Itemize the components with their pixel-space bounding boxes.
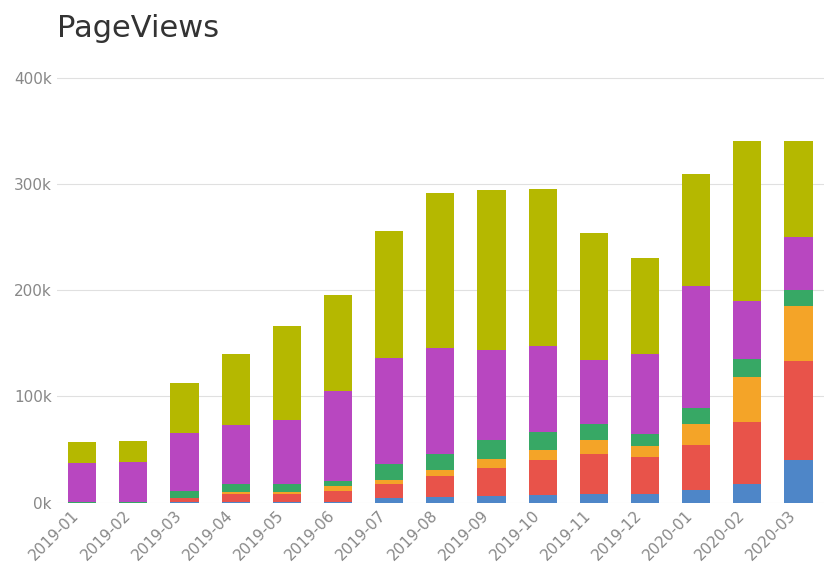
Bar — [682, 286, 711, 408]
Text: PageViews: PageViews — [57, 14, 219, 43]
Bar — [784, 306, 813, 361]
Bar — [375, 464, 403, 481]
Bar — [580, 233, 608, 360]
Bar — [427, 454, 454, 470]
Bar — [324, 481, 352, 486]
Bar — [68, 501, 96, 503]
Bar — [733, 359, 762, 377]
Bar — [273, 501, 301, 503]
Bar — [733, 484, 762, 503]
Bar — [221, 354, 250, 425]
Bar — [119, 462, 147, 501]
Bar — [273, 494, 301, 501]
Bar — [478, 459, 505, 468]
Bar — [580, 454, 608, 494]
Bar — [427, 347, 454, 454]
Bar — [119, 501, 147, 503]
Bar — [324, 486, 352, 491]
Bar — [784, 361, 813, 460]
Bar — [170, 501, 199, 503]
Bar — [324, 391, 352, 481]
Bar — [529, 347, 556, 432]
Bar — [170, 433, 199, 491]
Bar — [221, 494, 250, 501]
Bar — [478, 496, 505, 503]
Bar — [324, 295, 352, 391]
Bar — [68, 442, 96, 463]
Bar — [784, 141, 813, 237]
Bar — [733, 141, 762, 301]
Bar — [427, 476, 454, 497]
Bar — [529, 460, 556, 495]
Bar — [682, 445, 711, 490]
Bar — [682, 490, 711, 503]
Bar — [784, 290, 813, 306]
Bar — [375, 481, 403, 484]
Bar — [682, 174, 711, 286]
Bar — [580, 360, 608, 424]
Bar — [733, 377, 762, 422]
Bar — [324, 491, 352, 501]
Bar — [529, 449, 556, 460]
Bar — [631, 447, 660, 457]
Bar — [170, 383, 199, 433]
Bar — [733, 422, 762, 484]
Bar — [784, 237, 813, 290]
Bar — [375, 358, 403, 464]
Bar — [631, 354, 660, 434]
Bar — [375, 499, 403, 503]
Bar — [682, 424, 711, 445]
Bar — [273, 420, 301, 484]
Bar — [324, 501, 352, 503]
Bar — [221, 425, 250, 484]
Bar — [273, 492, 301, 494]
Bar — [631, 494, 660, 503]
Bar — [529, 189, 556, 347]
Bar — [580, 440, 608, 454]
Bar — [170, 491, 199, 499]
Bar — [375, 231, 403, 358]
Bar — [631, 434, 660, 447]
Bar — [478, 440, 505, 459]
Bar — [221, 501, 250, 503]
Bar — [221, 492, 250, 494]
Bar — [427, 497, 454, 503]
Bar — [631, 258, 660, 354]
Bar — [68, 463, 96, 501]
Bar — [682, 408, 711, 424]
Bar — [631, 457, 660, 494]
Bar — [478, 468, 505, 496]
Bar — [273, 327, 301, 420]
Bar — [580, 494, 608, 503]
Bar — [478, 350, 505, 440]
Bar — [478, 190, 505, 350]
Bar — [427, 470, 454, 476]
Bar — [427, 193, 454, 347]
Bar — [273, 484, 301, 492]
Bar — [784, 460, 813, 503]
Bar — [529, 432, 556, 449]
Bar — [170, 499, 199, 501]
Bar — [221, 484, 250, 492]
Bar — [529, 495, 556, 503]
Bar — [119, 441, 147, 462]
Bar — [580, 424, 608, 440]
Bar — [375, 484, 403, 499]
Bar — [733, 301, 762, 359]
